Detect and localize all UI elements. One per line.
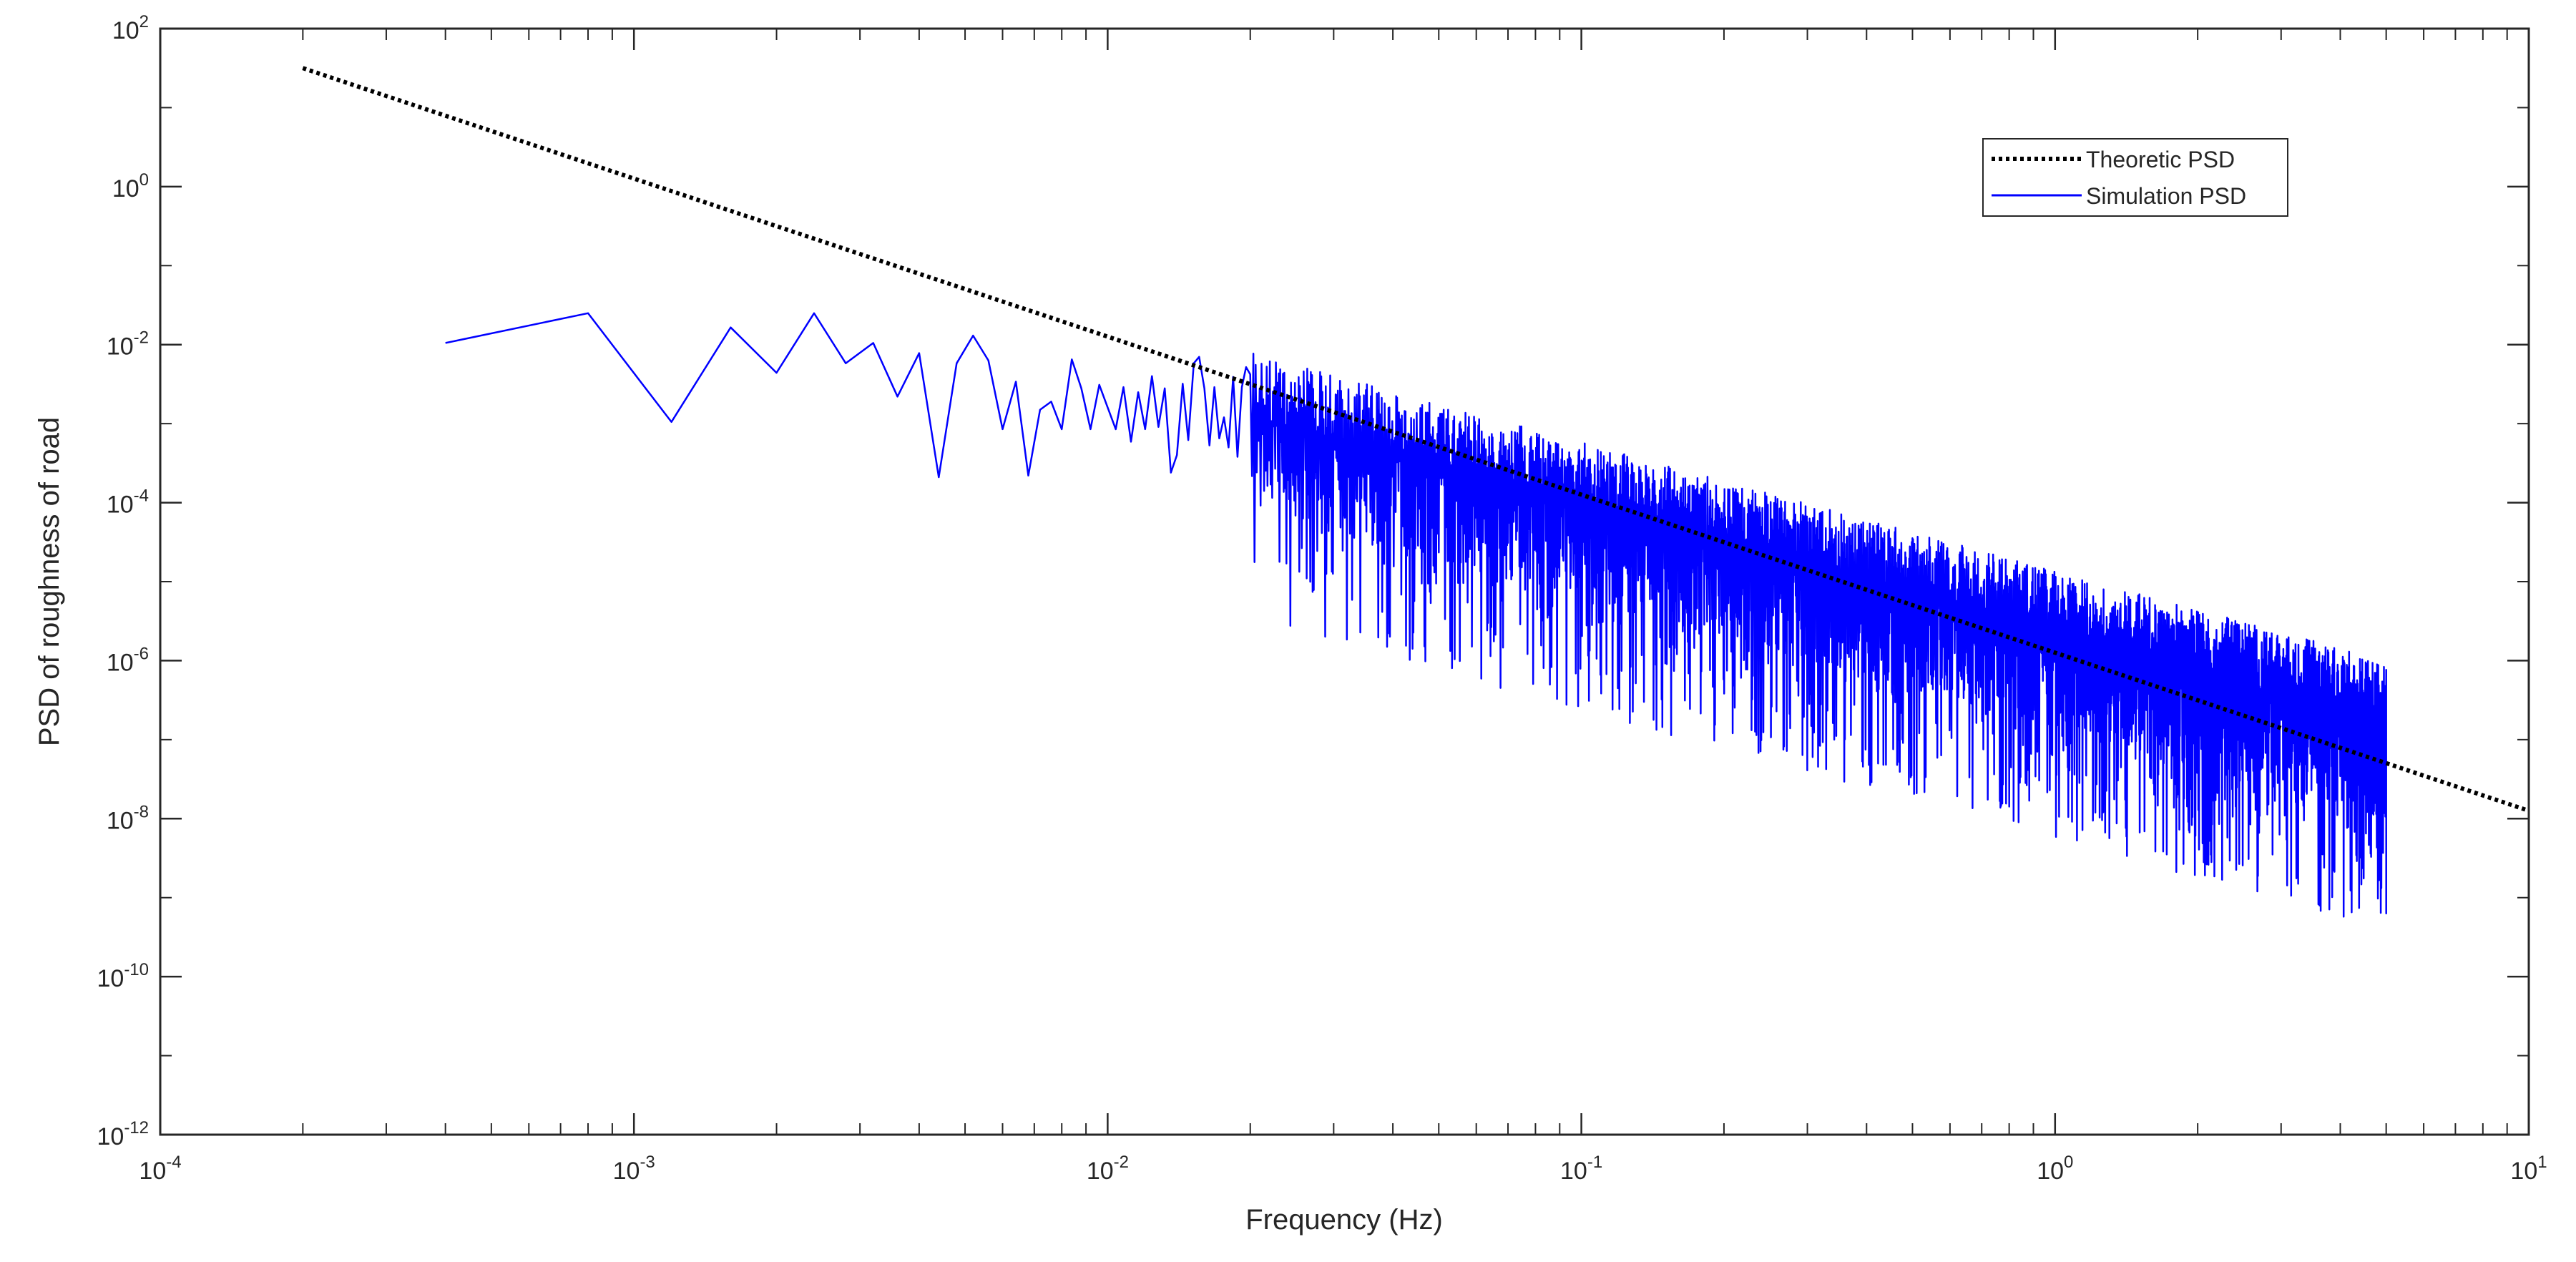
x-tick-label: 100 <box>2037 1153 2073 1185</box>
series-layer <box>302 66 2530 918</box>
y-tick-label: 10-2 <box>107 328 149 361</box>
major-ticks <box>159 27 2530 1136</box>
y-tick-label: 10-10 <box>97 960 149 992</box>
simulation-psd-line <box>445 312 2387 918</box>
x-tick-label: 10-4 <box>139 1153 181 1185</box>
y-tick-label: 100 <box>112 170 149 202</box>
legend-box <box>1982 138 2288 217</box>
x-tick-labels: 10-4 10-3 10-2 10-1 100 101 <box>139 1153 2547 1185</box>
y-tick-labels: 102 100 10-2 10-4 10-6 10-8 10-10 10-12 <box>97 12 149 1150</box>
y-tick-label: 10-12 <box>97 1118 149 1150</box>
y-tick-label: 10-4 <box>107 486 149 519</box>
axes-box <box>159 27 2530 1136</box>
minor-ticks <box>160 29 2529 1135</box>
legend: Theoretic PSD Simulation PSD <box>1982 138 2288 217</box>
legend-simulation-label: Simulation PSD <box>2086 183 2246 209</box>
x-tick-label: 101 <box>2510 1153 2547 1185</box>
y-axis-label: PSD of roughness of road <box>34 417 65 746</box>
x-axis-label: Frequency (Hz) <box>1245 1204 1443 1236</box>
y-tick-label: 10-6 <box>107 644 149 676</box>
y-tick-label: 102 <box>112 12 149 44</box>
theoretic-psd-line <box>302 66 2530 813</box>
y-tick-label: 10-8 <box>107 802 149 834</box>
x-tick-label: 10-2 <box>1087 1153 1129 1185</box>
x-tick-label: 10-1 <box>1560 1153 1602 1185</box>
x-tick-label: 10-3 <box>613 1153 655 1185</box>
legend-theoretic-label: Theoretic PSD <box>2086 147 2235 172</box>
